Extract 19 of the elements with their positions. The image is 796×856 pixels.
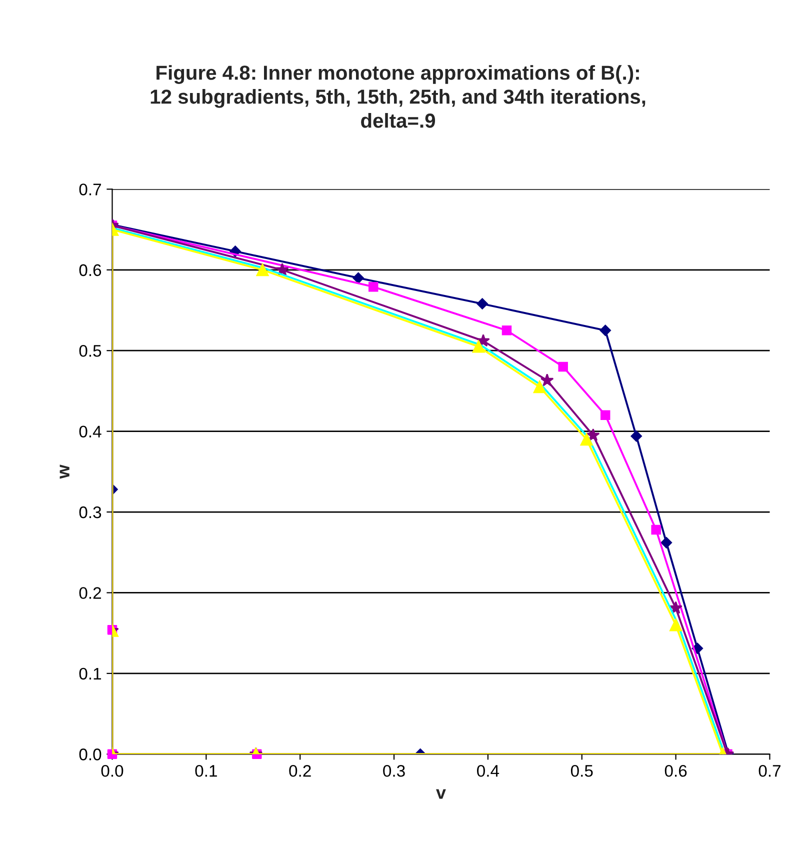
x-tick-label: 0.7 bbox=[758, 764, 780, 777]
y-tick-label: 0.3 bbox=[79, 506, 102, 518]
y-axis-title: w bbox=[60, 464, 70, 479]
y-tick-label: 0.0 bbox=[79, 748, 102, 760]
y-tick-label: 0.7 bbox=[79, 184, 101, 196]
x-tick-label: 0.4 bbox=[477, 764, 500, 777]
x-axis-title: v bbox=[436, 789, 446, 799]
chart-title: Figure 4.8: Inner monotone approximations of B(.): 12 subgradients, 5th, 15th, 25th, and 34th iterations, delta=.9 bbox=[150, 65, 646, 128]
y-tick-label: 0.6 bbox=[79, 264, 102, 276]
x-tick-label: 0.1 bbox=[195, 764, 217, 777]
y-tick-label: 0.4 bbox=[79, 426, 102, 438]
x-tick-label: 0.5 bbox=[570, 764, 593, 777]
x-tick-label: 0.6 bbox=[664, 764, 687, 777]
x-tick-label: 0.3 bbox=[383, 764, 405, 777]
y-tick-label: 0.1 bbox=[79, 668, 102, 680]
x-tick-label: 0.2 bbox=[289, 764, 311, 777]
x-tick-label: 0.0 bbox=[101, 764, 124, 777]
y-tick-label: 0.5 bbox=[79, 344, 102, 357]
y-tick-label: 0.2 bbox=[79, 587, 101, 599]
